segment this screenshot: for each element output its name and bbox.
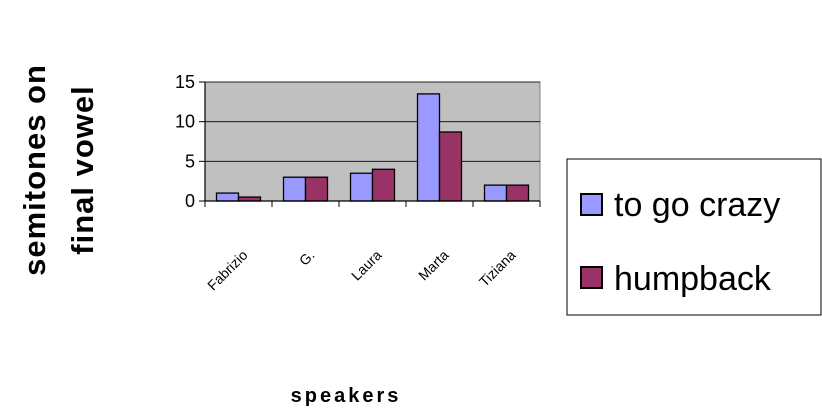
y-axis-label-line-2: final vowel: [65, 85, 100, 254]
legend-swatch-to-go-crazy: [580, 193, 603, 216]
legend-label-humpback: humpback: [614, 260, 772, 298]
x-axis-label: speakers: [291, 385, 402, 407]
gridlines: [205, 81, 540, 162]
y-tick-label-5: 5: [185, 151, 195, 171]
y-tick-label-15: 15: [175, 72, 195, 92]
x-category-label-3: Marta: [415, 247, 452, 284]
bar-to-go-crazy-Tiziana: [483, 184, 508, 202]
bars: [215, 93, 530, 202]
y-axis-label: semitones on final vowel: [17, 64, 100, 276]
bar-to-go-crazy-Marta: [416, 93, 441, 202]
x-axis-categories: Fabrizio G. Laura Marta Tiziana: [204, 247, 519, 294]
y-axis-label-line-1: semitones on: [17, 64, 52, 276]
bar-to-go-crazy-Laura: [349, 172, 374, 202]
bar-to-go-crazy-Fabrizio: [215, 192, 240, 202]
bar-humpback-Tiziana: [505, 184, 530, 202]
bar-humpback-G: [304, 176, 329, 202]
y-tick-label-10: 10: [175, 112, 195, 132]
y-tick-label-0: 0: [185, 191, 195, 211]
bar-humpback-Laura: [371, 168, 396, 202]
legend-swatch-humpback: [580, 266, 603, 289]
x-category-label-2: Laura: [348, 247, 385, 284]
x-category-label-1: G.: [296, 247, 318, 269]
x-category-label-0: Fabrizio: [204, 247, 251, 294]
x-category-label-4: Tiziana: [476, 247, 519, 290]
y-axis-ticks: 0 5 10 15: [175, 72, 206, 211]
bar-humpback-Marta: [438, 131, 463, 202]
legend-label-to-go-crazy: to go crazy: [614, 186, 780, 224]
x-axis-ticks: [204, 201, 541, 207]
bar-to-go-crazy-G: [282, 176, 307, 202]
legend: to go crazy humpback: [566, 158, 822, 316]
legend-box: [566, 158, 822, 316]
